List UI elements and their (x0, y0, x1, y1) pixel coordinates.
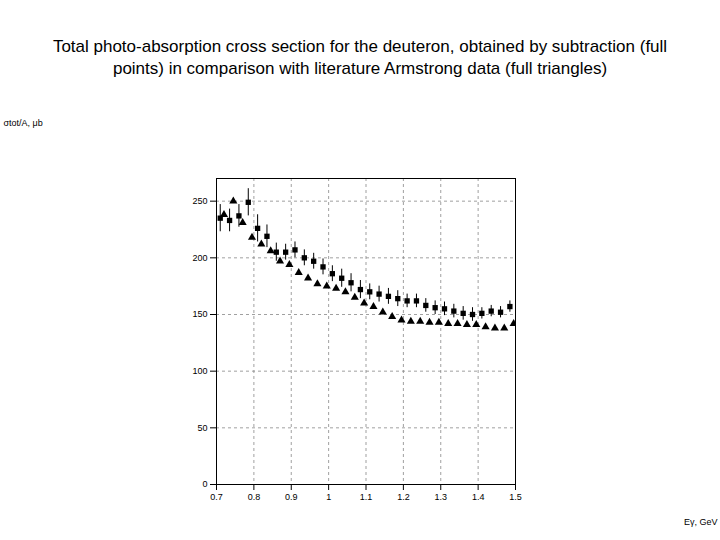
svg-text:0.8: 0.8 (248, 492, 261, 502)
svg-text:1.3: 1.3 (434, 492, 447, 502)
svg-text:1.2: 1.2 (397, 492, 410, 502)
svg-text:50: 50 (197, 423, 207, 433)
svg-text:1.4: 1.4 (472, 492, 485, 502)
svg-text:1.5: 1.5 (509, 492, 522, 502)
svg-text:150: 150 (192, 309, 207, 319)
svg-text:Eγ, GeV: Eγ, GeV (684, 517, 718, 527)
svg-text:1.1: 1.1 (360, 492, 373, 502)
svg-text:200: 200 (192, 253, 207, 263)
svg-text:0.9: 0.9 (285, 492, 298, 502)
svg-text:100: 100 (192, 366, 207, 376)
svg-text:0: 0 (202, 479, 207, 489)
svg-text:250: 250 (192, 196, 207, 206)
svg-text:σtot/A, μb: σtot/A, μb (4, 118, 43, 128)
svg-text:1: 1 (326, 492, 331, 502)
html-text:Total photo-absorption cross s: Total photo-absorption cross section for… (52, 37, 668, 78)
svg-text:0.7: 0.7 (210, 492, 223, 502)
